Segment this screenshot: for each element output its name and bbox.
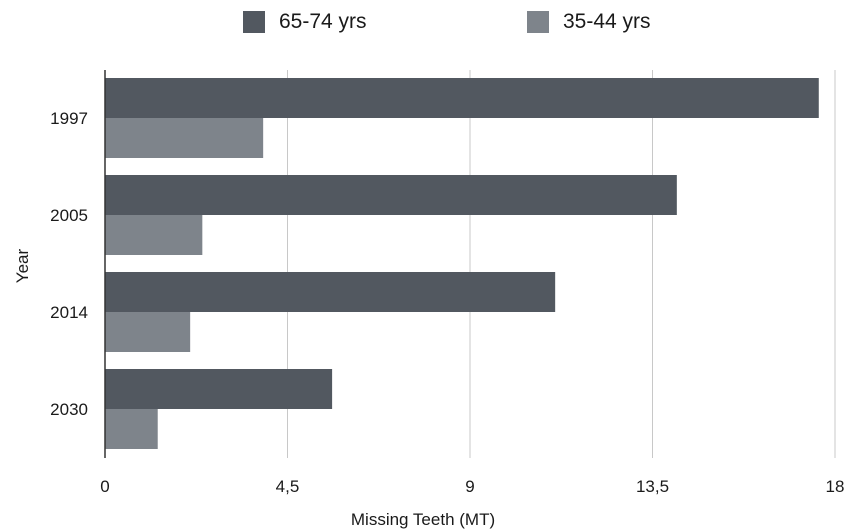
y-tick-label: 2030	[50, 400, 88, 419]
x-tick-label: 4,5	[276, 477, 300, 496]
bar-65-74-yrs-2005	[105, 175, 677, 215]
legend-label-65-74: 65-74 yrs	[279, 10, 367, 33]
legend-label-35-44: 35-44 yrs	[563, 10, 651, 33]
bar-35-44-yrs-2014	[105, 312, 191, 352]
legend-swatch-35-44	[527, 11, 549, 33]
bar-65-74-yrs-2030	[105, 369, 333, 409]
x-axis-title: Missing Teeth (MT)	[350, 510, 496, 529]
bar-35-44-yrs-1997	[105, 118, 264, 158]
x-tick-label: 18	[826, 477, 845, 496]
y-tick-label: 2005	[50, 206, 88, 225]
bar-35-44-yrs-2030	[105, 409, 158, 449]
bar-35-44-yrs-2005	[105, 215, 203, 255]
x-tick-label: 13,5	[636, 477, 669, 496]
bar-65-74-yrs-2014	[105, 272, 556, 312]
legend-item-65-74: 65-74 yrs	[243, 10, 367, 34]
bar-65-74-yrs-1997	[105, 78, 819, 118]
y-axis-title: Year	[13, 248, 32, 284]
x-tick-label: 9	[465, 477, 474, 496]
y-tick-label: 2014	[50, 303, 88, 322]
x-tick-label: 0	[100, 477, 109, 496]
legend: 65-74 yrs 35-44 yrs	[0, 10, 846, 40]
legend-item-35-44: 35-44 yrs	[527, 10, 651, 34]
legend-swatch-65-74	[243, 11, 265, 33]
y-tick-label: 1997	[50, 109, 88, 128]
